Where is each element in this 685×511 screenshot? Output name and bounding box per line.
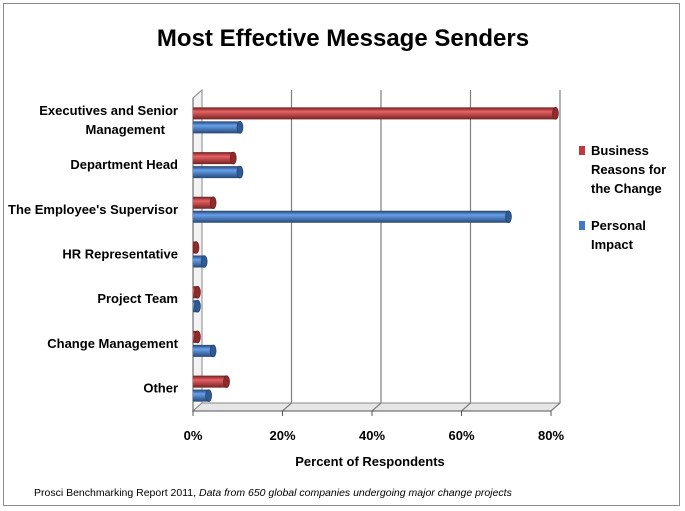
bar-end-cap (194, 299, 201, 313)
bar-end-cap (209, 344, 217, 358)
bar-end-cap (194, 285, 201, 299)
bar-end-cap (209, 196, 217, 210)
bar (193, 210, 509, 223)
x-tick-label: 20% (269, 428, 295, 443)
legend: Business Reasons for the Change Personal Imp… (579, 143, 666, 252)
bar-end-cap (205, 389, 212, 402)
category-label: Executives and Senior Management (39, 103, 178, 137)
legend-label: Business Reasons for the Change (591, 143, 666, 196)
source-prefix: Prosci Benchmarking Report 2011, (34, 487, 199, 499)
bar (193, 121, 240, 134)
bar (193, 107, 556, 120)
legend-swatch (579, 146, 585, 155)
x-tick-label: 0% (184, 428, 203, 443)
bar-end-cap (229, 151, 237, 165)
gridline-floor (461, 402, 471, 412)
bar-end-cap (236, 121, 244, 134)
bar (193, 196, 214, 209)
chart-frame (3, 3, 680, 506)
category-label: Project Team (97, 291, 178, 306)
bar (193, 166, 240, 179)
bar (193, 152, 234, 165)
chart-title: Most Effective Message Senders (157, 25, 529, 52)
gridline-floor (550, 402, 561, 412)
x-tick-label: 40% (359, 428, 385, 443)
bar-end-cap (200, 255, 208, 268)
bar-end-cap (194, 330, 201, 344)
plot-area: 0% 20% 40% 60% 80% Executives and Senior Manag… (8, 88, 564, 443)
x-axis-label: Percent of Respondents (295, 454, 445, 469)
gridline-floor (371, 402, 382, 412)
legend-label: Personal Impact (591, 218, 646, 252)
category-label: Department Head (70, 157, 178, 172)
source-italic: Data from 650 global companies undergoin… (198, 487, 512, 499)
category-label: HR Representative (62, 247, 178, 262)
legend-swatch (579, 221, 585, 230)
category-label: The Employee's Supervisor (8, 202, 178, 217)
gridline-floor (282, 402, 292, 412)
x-tick-label: 60% (448, 428, 474, 443)
bar-end-cap (236, 165, 244, 179)
bar (193, 344, 214, 357)
bar-end-cap (552, 107, 559, 120)
bar-end-cap (505, 210, 512, 224)
x-tick-label: 80% (538, 428, 564, 443)
category-label: Change Management (47, 336, 178, 351)
bar (193, 389, 209, 402)
source-note: Prosci Benchmarking Report 2011, Data fr… (34, 487, 512, 499)
bar (193, 375, 227, 388)
bar-end-cap (223, 375, 230, 388)
category-label: Other (143, 381, 178, 396)
bar-end-cap (192, 241, 200, 254)
